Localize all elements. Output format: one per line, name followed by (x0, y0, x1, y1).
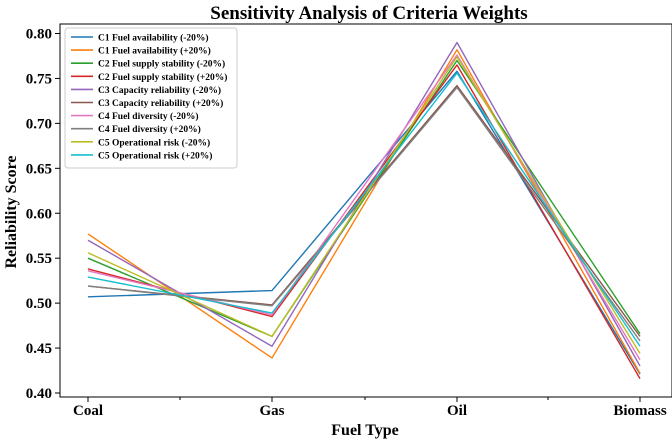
series-line (87, 54, 641, 361)
y-axis-label: Reliability Score (3, 155, 20, 268)
x-tick-label: Coal (73, 403, 103, 419)
x-axis: Coal Gas Oil Biomass (73, 397, 667, 419)
x-axis-label: Fuel Type (331, 422, 398, 439)
x-tick-label: Oil (447, 403, 467, 419)
legend-entry-label: C4 Fuel diversity (+20%) (98, 124, 201, 135)
legend-entry-label: C5 Operational risk (-20%) (98, 137, 210, 148)
series-line (87, 72, 641, 347)
x-tick-label: Gas (259, 403, 284, 419)
legend-entry-label: C1 Fuel availability (+20%) (98, 46, 211, 57)
legend-entry-label: C3 Capacity reliability (+20%) (98, 98, 223, 109)
x-tick-label: Biomass (613, 403, 667, 419)
y-tick-label: 0.60 (26, 206, 52, 222)
plot-area-frame (59, 23, 672, 398)
y-tick-label: 0.45 (26, 341, 52, 357)
legend-entry-label: C4 Fuel diversity (-20%) (98, 111, 199, 122)
legend: C1 Fuel availability (-20%) C1 Fuel avail… (64, 27, 238, 169)
y-tick-label: 0.70 (26, 116, 52, 132)
y-tick-label: 0.50 (26, 296, 52, 312)
y-tick-label: 0.80 (26, 27, 52, 43)
y-tick-label: 0.65 (26, 161, 52, 177)
y-tick-label: 0.40 (26, 386, 52, 402)
legend-entry-label: C2 Fuel supply stability (+20%) (98, 72, 227, 83)
y-axis: 0.40 0.45 0.50 0.55 0.60 0.65 0.70 0.75 0.80 (26, 27, 60, 402)
legend-box (64, 27, 238, 169)
y-tick-label: 0.75 (26, 71, 52, 87)
legend-entry-label: C5 Operational risk (+20%) (98, 150, 212, 161)
series-line (87, 59, 641, 338)
legend-entry-label: C2 Fuel supply stability (-20%) (98, 59, 225, 70)
legend-entry-label: C1 Fuel availability (-20%) (98, 33, 209, 44)
y-tick-label: 0.55 (26, 251, 52, 267)
series-lines (87, 41, 641, 379)
legend-entry-label: C3 Capacity reliability (-20%) (98, 85, 221, 96)
chart-title: Sensitivity Analysis of Criteria Weights (210, 3, 527, 24)
